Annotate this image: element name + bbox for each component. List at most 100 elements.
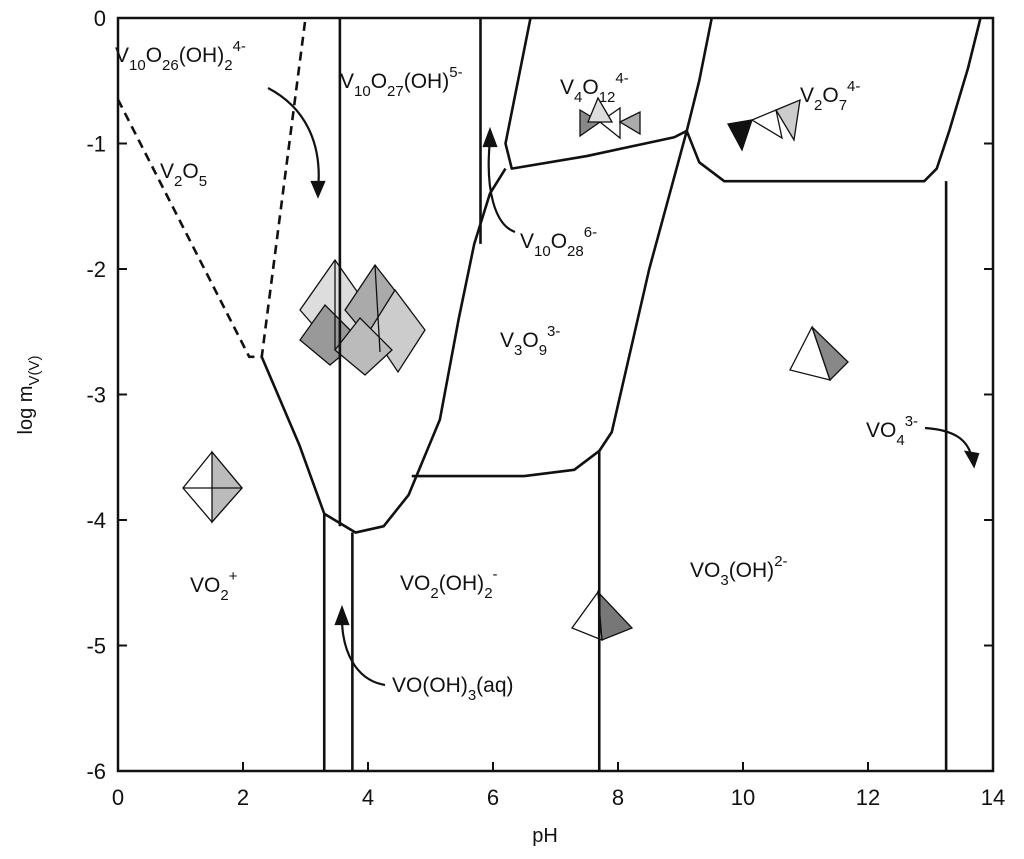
species-label-part: O [522, 329, 538, 352]
species-label-part: V [115, 44, 129, 67]
species-label-part: 3 [468, 687, 476, 704]
species-label: V10O26(OH)24- [115, 38, 246, 74]
species-label-part: O [551, 230, 567, 253]
species-label-part: 4 [574, 89, 582, 106]
x-tick-label: 6 [487, 785, 499, 810]
polyhedra-icons [182, 96, 849, 641]
octahedron-shade [211, 450, 243, 524]
x-tick-label: 4 [362, 785, 374, 810]
species-label-part: 2 [814, 97, 822, 114]
species-label: VO2+ [190, 568, 238, 604]
y-axis-title-subscript: V(V) [26, 356, 43, 386]
species-label-part: O [822, 84, 838, 107]
species-label-part: (OH) [439, 572, 485, 595]
y-tick-label: -3 [86, 383, 106, 408]
species-label-part: 4- [615, 70, 628, 87]
species-label-part: 12 [599, 89, 616, 106]
species-label-part: O [371, 70, 387, 93]
decavanadate-icon [299, 258, 426, 376]
arrowhead [963, 450, 980, 469]
species-label-part: VO [690, 559, 720, 582]
species-label-part: (aq) [476, 674, 513, 697]
species-label: V4O12 4- [560, 70, 629, 106]
y-axis-title: log mV(V) [15, 356, 43, 435]
boundary-line [116, 17, 307, 359]
arrowhead [482, 126, 498, 148]
species-label: V2O74- [800, 78, 860, 114]
y-tick-label: -5 [86, 634, 106, 659]
species-label-part: - [493, 566, 498, 583]
species-label: VO43- [866, 413, 918, 449]
species-label-part: V [340, 70, 354, 93]
species-label: VO3(OH)2- [690, 553, 788, 589]
species-label: V2O5 [160, 160, 207, 190]
species-label-part: 3 [720, 572, 728, 589]
species-label-part: V [520, 230, 534, 253]
species-label-part: 3 [514, 342, 522, 359]
arrowhead [334, 604, 350, 626]
species-label-part: 2 [430, 585, 438, 602]
species-label-part: 26 [162, 57, 179, 74]
species-label-part: 2 [224, 57, 232, 74]
species-label-part: 5 [199, 173, 207, 190]
species-label: VO(OH)3(aq) [392, 674, 514, 704]
species-label-part: O [182, 160, 198, 183]
species-label-part: V [160, 160, 174, 183]
boundary-line [685, 17, 982, 183]
species-label-part: 2 [484, 585, 492, 602]
x-tick-label: 2 [237, 785, 249, 810]
species-label-part: 10 [354, 83, 371, 100]
species-label-part: V [560, 76, 574, 99]
species-label-part: 4- [233, 38, 246, 55]
species-label-part: 2 [220, 587, 228, 604]
species-label-part: VO(OH) [392, 674, 468, 697]
boundary-line [504, 17, 688, 170]
species-label-part: V [500, 329, 514, 352]
species-label: VO2(OH)2- [400, 566, 498, 602]
boundary-line [685, 17, 714, 132]
tetrahedron-icon [789, 325, 849, 382]
species-label-part: O [146, 44, 162, 67]
arrow [487, 139, 516, 234]
species-label-part: 7 [839, 97, 847, 114]
species-label-part: 2- [774, 553, 787, 570]
species-label-part: 3- [905, 413, 918, 430]
species-label-part: VO [190, 574, 220, 597]
y-tick-label: -6 [86, 759, 106, 784]
species-label-part: 27 [387, 83, 404, 100]
y-tick-label: -1 [86, 132, 106, 157]
x-axis-title: pH [532, 825, 558, 847]
x-tick-label: 10 [731, 785, 755, 810]
x-tick-label: 14 [981, 785, 1005, 810]
species-label-part: O [582, 76, 598, 99]
species-label: V10O286- [520, 224, 597, 260]
x-tick-label: 8 [612, 785, 624, 810]
species-label-part: 10 [534, 243, 551, 260]
species-label-part: 2 [174, 173, 182, 190]
x-tick-label: 0 [112, 785, 124, 810]
species-label-part: VO [400, 572, 430, 595]
species-label-part: 10 [129, 57, 146, 74]
y-tick-label: 0 [94, 6, 106, 31]
species-label-part: VO [866, 419, 896, 442]
species-label: V3O93- [500, 323, 560, 359]
arrowhead [310, 180, 326, 199]
x-tick-label: 12 [856, 785, 880, 810]
y-tick-label: -2 [86, 257, 106, 282]
species-label-part: 4 [896, 432, 904, 449]
species-label-part: 4- [847, 78, 860, 95]
y-axis-title-main: log m [15, 386, 37, 435]
species-label-part: (OH) [179, 44, 225, 67]
tetramer-icon [579, 96, 641, 140]
species-label-part: 6- [584, 224, 597, 241]
species-label-part: V [800, 84, 814, 107]
dimer-icon [726, 98, 801, 152]
species-label-part: 3- [547, 323, 560, 340]
species-label-part: + [229, 568, 238, 585]
species-label: V10O27(OH)5- [340, 64, 463, 100]
species-label-part: (OH) [729, 559, 775, 582]
species-label-part: (OH) [404, 70, 450, 93]
y-tick-label: -4 [86, 508, 106, 533]
